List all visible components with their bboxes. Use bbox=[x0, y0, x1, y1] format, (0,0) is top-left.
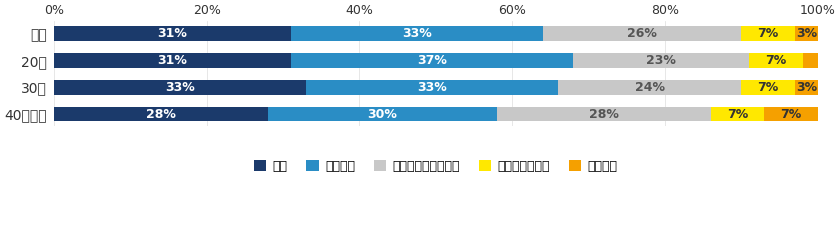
Bar bbox=[497, 107, 711, 122]
Text: 33%: 33% bbox=[165, 81, 195, 94]
Text: 23%: 23% bbox=[646, 54, 676, 67]
Bar bbox=[795, 26, 818, 41]
Text: 37%: 37% bbox=[417, 54, 447, 67]
Bar bbox=[711, 107, 764, 122]
Text: 31%: 31% bbox=[157, 27, 187, 40]
Text: 7%: 7% bbox=[780, 108, 801, 120]
Bar bbox=[291, 53, 574, 68]
Bar bbox=[54, 80, 306, 94]
Legend: なる, ややなる, どちらともいえない, あまりならない, ならない: なる, ややなる, どちらともいえない, あまりならない, ならない bbox=[249, 155, 622, 178]
Bar bbox=[742, 26, 795, 41]
Text: 7%: 7% bbox=[758, 81, 779, 94]
Bar bbox=[749, 53, 802, 68]
Text: 3%: 3% bbox=[795, 27, 817, 40]
Bar bbox=[795, 80, 818, 94]
Text: 26%: 26% bbox=[627, 27, 657, 40]
Text: 3%: 3% bbox=[795, 81, 817, 94]
Text: 33%: 33% bbox=[402, 27, 432, 40]
Bar bbox=[54, 107, 268, 122]
Text: 30%: 30% bbox=[367, 108, 397, 120]
Text: 24%: 24% bbox=[635, 81, 664, 94]
Bar bbox=[574, 53, 749, 68]
Bar bbox=[802, 53, 818, 68]
Text: 33%: 33% bbox=[417, 81, 447, 94]
Text: 7%: 7% bbox=[727, 108, 748, 120]
Bar bbox=[742, 80, 795, 94]
Text: 28%: 28% bbox=[146, 108, 176, 120]
Bar bbox=[54, 53, 291, 68]
Bar bbox=[54, 26, 291, 41]
Text: 7%: 7% bbox=[758, 27, 779, 40]
Bar bbox=[764, 107, 818, 122]
Bar bbox=[543, 26, 742, 41]
Bar bbox=[558, 80, 742, 94]
Bar bbox=[268, 107, 497, 122]
Text: 7%: 7% bbox=[765, 54, 786, 67]
Bar bbox=[306, 80, 558, 94]
Text: 31%: 31% bbox=[157, 54, 187, 67]
Text: 28%: 28% bbox=[589, 108, 619, 120]
Bar bbox=[291, 26, 543, 41]
